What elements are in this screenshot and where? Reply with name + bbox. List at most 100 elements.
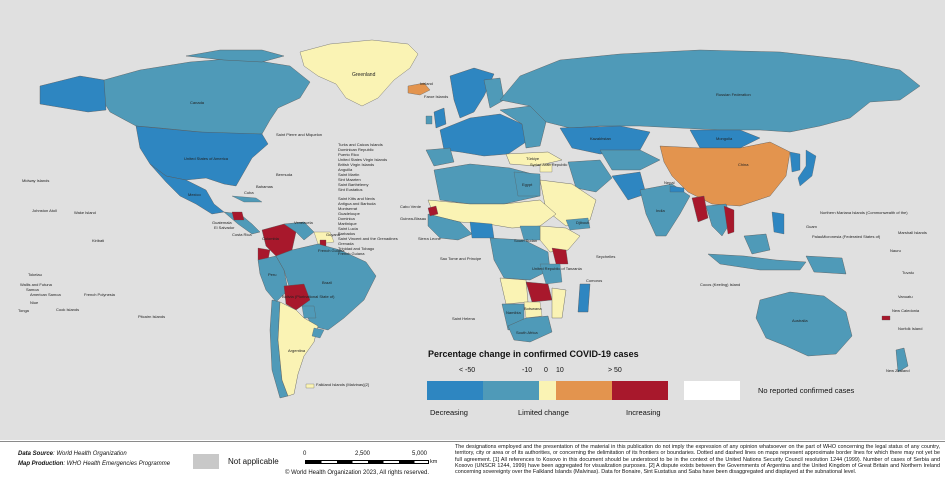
myanmar-shape — [691, 195, 709, 223]
argentina-shape — [277, 301, 319, 397]
legend-tick: 0 — [544, 367, 548, 374]
caribbean-label: Saint Kitts and Nevis — [338, 196, 375, 201]
legend-swatch-limited — [539, 381, 556, 400]
scale-unit: km — [430, 459, 438, 465]
falklands-shape — [305, 383, 315, 389]
madagascar-shape — [577, 283, 591, 313]
map-label-china: China — [738, 162, 749, 167]
alaska-shape — [39, 75, 107, 113]
bolivia-shape — [283, 283, 311, 311]
tanzania-shape — [539, 263, 563, 285]
guinea-bissau-shape — [427, 205, 439, 217]
south-africa-shape — [507, 315, 553, 343]
central-asia-shape — [599, 149, 661, 171]
uk-shape — [433, 107, 447, 129]
caribbean-label: British Virgin Islands — [338, 162, 374, 167]
map-label-pitcairn: Pitcairn Islands — [138, 314, 165, 319]
caribbean-label: Sint Maarten — [338, 177, 361, 182]
map-production-value: : WHO Health Emergencies Programme — [63, 461, 171, 467]
scale-label-5000: 5,000 — [412, 451, 428, 457]
map-label-faroe: Faroe Islands — [424, 94, 448, 99]
cuba-shape — [231, 195, 263, 203]
map-label-comoros: Comoros — [586, 278, 602, 283]
brazil-shape — [275, 243, 377, 331]
turkiye-shape — [505, 151, 563, 167]
map-label-guatemala: Guatemala — [212, 220, 232, 225]
mozambique-shape — [551, 287, 567, 319]
map-label-wake: Wake Island — [74, 210, 96, 215]
honduras-shape — [231, 211, 245, 221]
map-label-bermuda: Bermuda — [276, 172, 293, 177]
map-label-tokelau: Tokelau — [28, 272, 42, 277]
ireland-shape — [425, 115, 433, 125]
map-label-south-sudan: South Sudan — [514, 238, 537, 243]
map-label-tuvalu: Tuvalu — [902, 270, 914, 275]
legend-category-limited: Limited change — [518, 408, 569, 417]
map-label-russia: Russian Federation — [716, 92, 751, 97]
indonesia-shape — [707, 253, 807, 271]
copyright: © World Health Organization 2023, All ri… — [285, 470, 430, 476]
legend-tick: -10 — [522, 367, 533, 374]
map-label-australia: Australia — [792, 318, 808, 323]
yemen-shape — [565, 217, 591, 231]
vietnam-shape — [723, 205, 735, 235]
western-europe-shape — [439, 113, 527, 157]
caribbean-label: Antigua and Barbuda — [338, 201, 376, 206]
syria-shape — [539, 163, 553, 173]
map-label-mexico: Mexico — [188, 192, 201, 197]
map-label-saint-helena: Saint Helena — [452, 316, 476, 321]
legend-swatch-increasing-moderate — [556, 381, 612, 400]
data-source-line: Data Source: World Health Organization — [18, 451, 127, 457]
botswana-shape — [523, 301, 543, 319]
australia-shape — [755, 291, 853, 357]
caribbean-label: Anguilla — [338, 167, 353, 172]
paraguay-shape — [301, 305, 317, 319]
footer-divider — [0, 441, 945, 442]
caribbean-label-list: Turks and Caicos Islands Dominican Repub… — [338, 142, 398, 256]
map-label-tonga: Tonga — [18, 308, 30, 313]
west-africa-shape — [427, 213, 473, 241]
map-label-usa: United States of America — [184, 156, 229, 161]
map-label-iceland: Iceland — [420, 81, 433, 86]
japan-shape — [797, 149, 817, 187]
map-label-niue: Niue — [30, 300, 39, 305]
caribbean-label: Saint Martin — [338, 172, 359, 177]
data-source-label: Data Source — [18, 451, 54, 457]
map-label-fr-polynesia: French Polynesia — [84, 292, 116, 297]
map-label-greenland: Greenland — [352, 72, 376, 78]
legend-swatch-no-report — [684, 381, 740, 400]
map-label-djibouti: Djibouti — [576, 220, 589, 225]
south-sudan-shape — [519, 225, 541, 241]
kenya-shape — [551, 247, 569, 265]
uruguay-shape — [311, 327, 325, 339]
map-label-bolivia: Bolivia (Plurinational State of) — [282, 294, 335, 299]
map-label-el-salvador: El Salvador — [214, 225, 235, 230]
iceland-shape — [407, 82, 431, 96]
disclaimer-text: The designations employed and the presen… — [455, 444, 940, 476]
venezuela-shape — [283, 221, 315, 241]
scandinavia-shape — [449, 67, 495, 119]
map-label-midway: Midway Islands — [22, 178, 49, 183]
scale-bar — [305, 460, 429, 464]
legend-no-report-label: No reported confirmed cases — [758, 386, 855, 395]
world-map: Greenland Iceland Faroe Islands Canada S… — [0, 0, 945, 440]
caribbean-label: Saint Vincent and the Grenadines — [338, 236, 398, 241]
map-label-cook: Cook Islands — [56, 307, 79, 312]
map-label-wallis: Wallis and Futuna — [20, 282, 53, 287]
canada-arctic-islands — [185, 49, 285, 63]
philippines-shape — [771, 211, 785, 235]
iran-shape — [567, 159, 613, 193]
caribbean-label: Dominica — [338, 216, 355, 221]
map-label-new-zealand: New Zealand — [886, 368, 910, 373]
map-label-bahamas: Bahamas — [256, 184, 273, 189]
map-label-south-africa: South Africa — [516, 330, 538, 335]
map-label-mongolia: Mongolia — [716, 136, 733, 141]
scale-label-0: 0 — [303, 451, 307, 457]
caribbean-label: Saint Barthélemy — [338, 182, 368, 187]
legend-tick: < -50 — [459, 367, 476, 374]
map-label-marshall: Marshall Islands — [898, 230, 927, 235]
map-production-label: Map Production — [18, 461, 64, 467]
map-label-new-caledonia: New Caledonia — [892, 308, 920, 313]
map-label-costa-rica: Costa Rica — [232, 232, 252, 237]
not-applicable-swatch — [193, 454, 219, 469]
